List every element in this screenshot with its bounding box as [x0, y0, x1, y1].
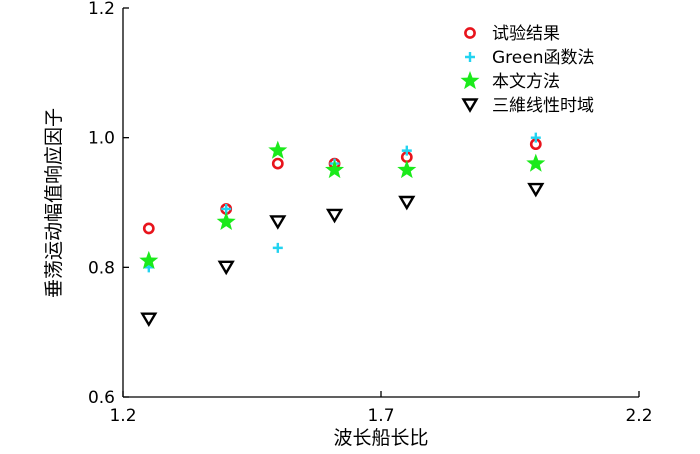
y-tick-label: 1.0: [88, 129, 115, 149]
data-point: [142, 222, 155, 235]
legend-marker: [460, 71, 480, 90]
y-tick-label: 1.2: [88, 0, 115, 19]
y-tick-label: 0.6: [88, 388, 115, 408]
data-point: [397, 160, 417, 179]
legend-item: 本文方法: [460, 71, 560, 92]
legend-label: 三維线性时域: [492, 96, 594, 116]
legend-label: 试验结果: [492, 24, 560, 44]
data-point: [401, 145, 412, 156]
data-point: [325, 160, 345, 179]
data-point: [272, 242, 283, 253]
legend-item: Green函数法: [465, 48, 594, 68]
legend-item: 试验结果: [464, 24, 560, 44]
x-axis-label: 波长船长比: [333, 427, 428, 449]
data-point: [325, 208, 344, 224]
data-point: [217, 260, 235, 276]
data-point: [527, 182, 545, 198]
legend-marker: [461, 98, 479, 113]
data-marks: [139, 132, 546, 328]
series-3: [139, 140, 546, 269]
data-point: [140, 312, 158, 328]
series-1: [142, 138, 542, 235]
data-point: [398, 195, 416, 211]
series-4: [140, 182, 545, 328]
data-point: [216, 211, 236, 231]
axes: 0.6 0.8 1.0 1.2 1.2 1.7 2.2: [88, 0, 653, 426]
x-tick-label: 1.7: [367, 406, 394, 426]
series-2: [143, 132, 541, 273]
data-point: [271, 157, 284, 170]
data-point: [268, 140, 288, 159]
x-tick-label: 1.2: [109, 406, 136, 426]
x-tick-label: 2.2: [625, 406, 652, 426]
y-tick-label: 0.8: [88, 258, 115, 278]
data-point: [269, 215, 287, 230]
legend-label: 本文方法: [492, 72, 560, 92]
data-point: [139, 250, 159, 269]
legend-label: Green函数法: [492, 48, 594, 68]
legend-marker: [464, 27, 476, 39]
data-point: [526, 153, 546, 172]
legend-marker: [465, 52, 475, 62]
y-axis-label: 垂荡运动幅值响应因子: [43, 108, 65, 298]
legend-item: 三維线性时域: [461, 96, 594, 116]
data-point: [530, 132, 541, 143]
